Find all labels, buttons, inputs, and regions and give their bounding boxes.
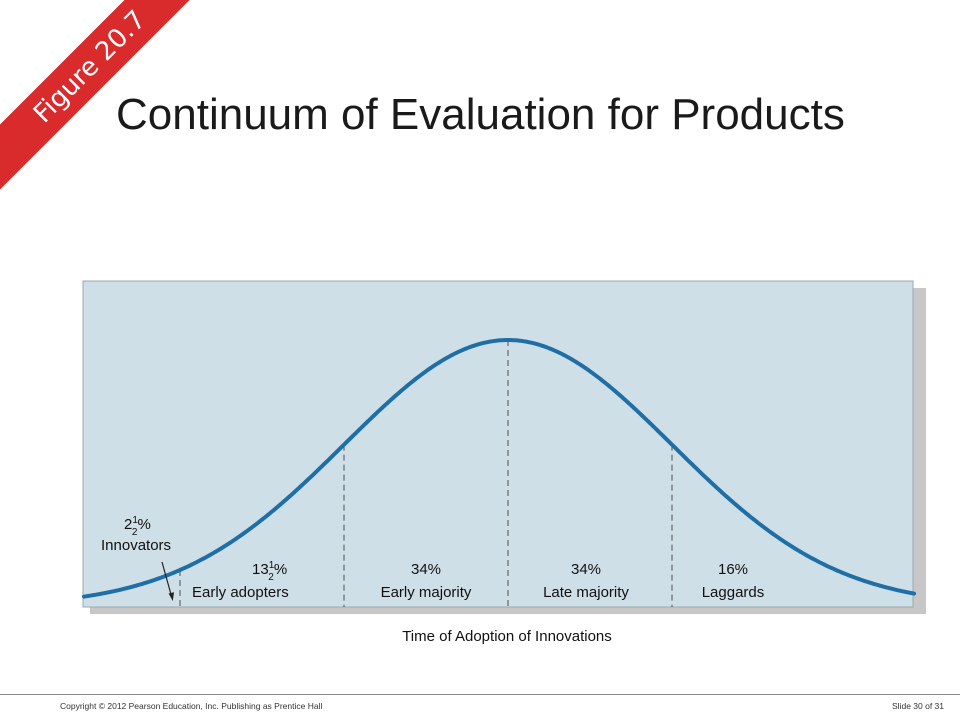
innovators-pct: 21 2% [124,515,151,538]
x-axis-label: Time of Adoption of Innovations [402,628,612,645]
slide-title: Continuum of Evaluation for Products [116,90,845,139]
laggards-pct: 16% [718,561,748,578]
laggards-label: Laggards [702,584,765,601]
innovators-label: Innovators [101,537,171,554]
late-majority-pct: 34% [571,561,601,578]
adoption-curve [82,338,916,599]
segment-late-majority: 34% Late majority [543,561,629,601]
segment-early-majority: 34% Early majority [381,561,472,601]
segment-dividers [179,340,673,607]
late-majority-label: Late majority [543,584,629,601]
innovators-pointer-line [161,561,173,599]
footer-divider [0,694,960,695]
segment-innovators: 21 2% Innovators [101,515,171,554]
plot-background [82,280,914,608]
footer-copyright: Copyright © 2012 Pearson Education, Inc.… [60,701,323,711]
early-adopters-label: Early adopters [192,584,289,601]
segment-early-adopters: 131 2% Early adopters [192,560,289,601]
early-majority-pct: 34% [411,561,441,578]
early-majority-label: Early majority [381,584,472,601]
early-adopters-pct: 131 2% [252,560,287,583]
footer-slide-number: Slide 30 of 31 [892,701,944,711]
innovators-pointer-arrowhead [168,592,174,601]
segment-laggards: 16% Laggards [702,561,765,601]
